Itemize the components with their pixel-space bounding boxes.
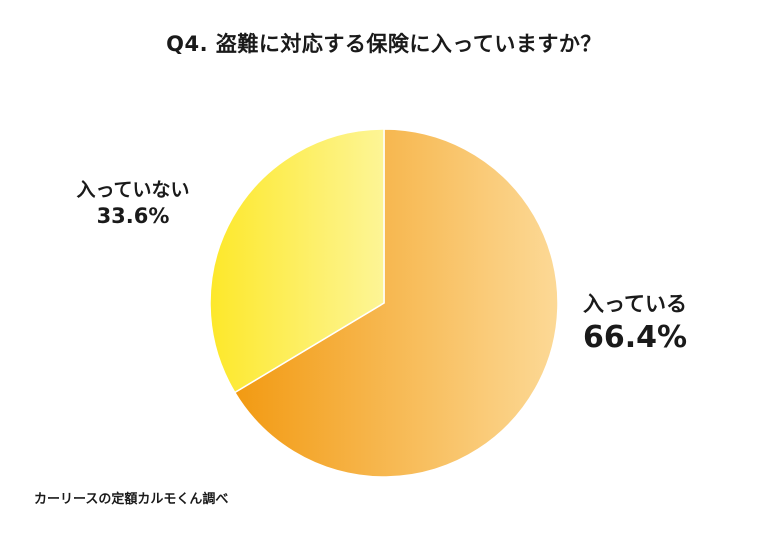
slice-label-not-insured: 入っていない 33.6% xyxy=(58,175,208,228)
source-note: カーリースの定額カルモくん調べ xyxy=(34,492,229,507)
chart-title: Q4. 盗難に対応する保険に入っていますか？ xyxy=(166,32,602,56)
slice-label-name: 入っている xyxy=(583,292,687,316)
slice-label-insured: 入っている 66.4% xyxy=(570,288,700,355)
slice-label-percent: 66.4% xyxy=(582,320,688,355)
slice-label-name: 入っていない xyxy=(76,179,190,201)
slice-label-percent: 33.6% xyxy=(96,204,170,228)
pie-slice-insured xyxy=(233,128,559,478)
pie-slice-not-insured xyxy=(209,128,385,394)
